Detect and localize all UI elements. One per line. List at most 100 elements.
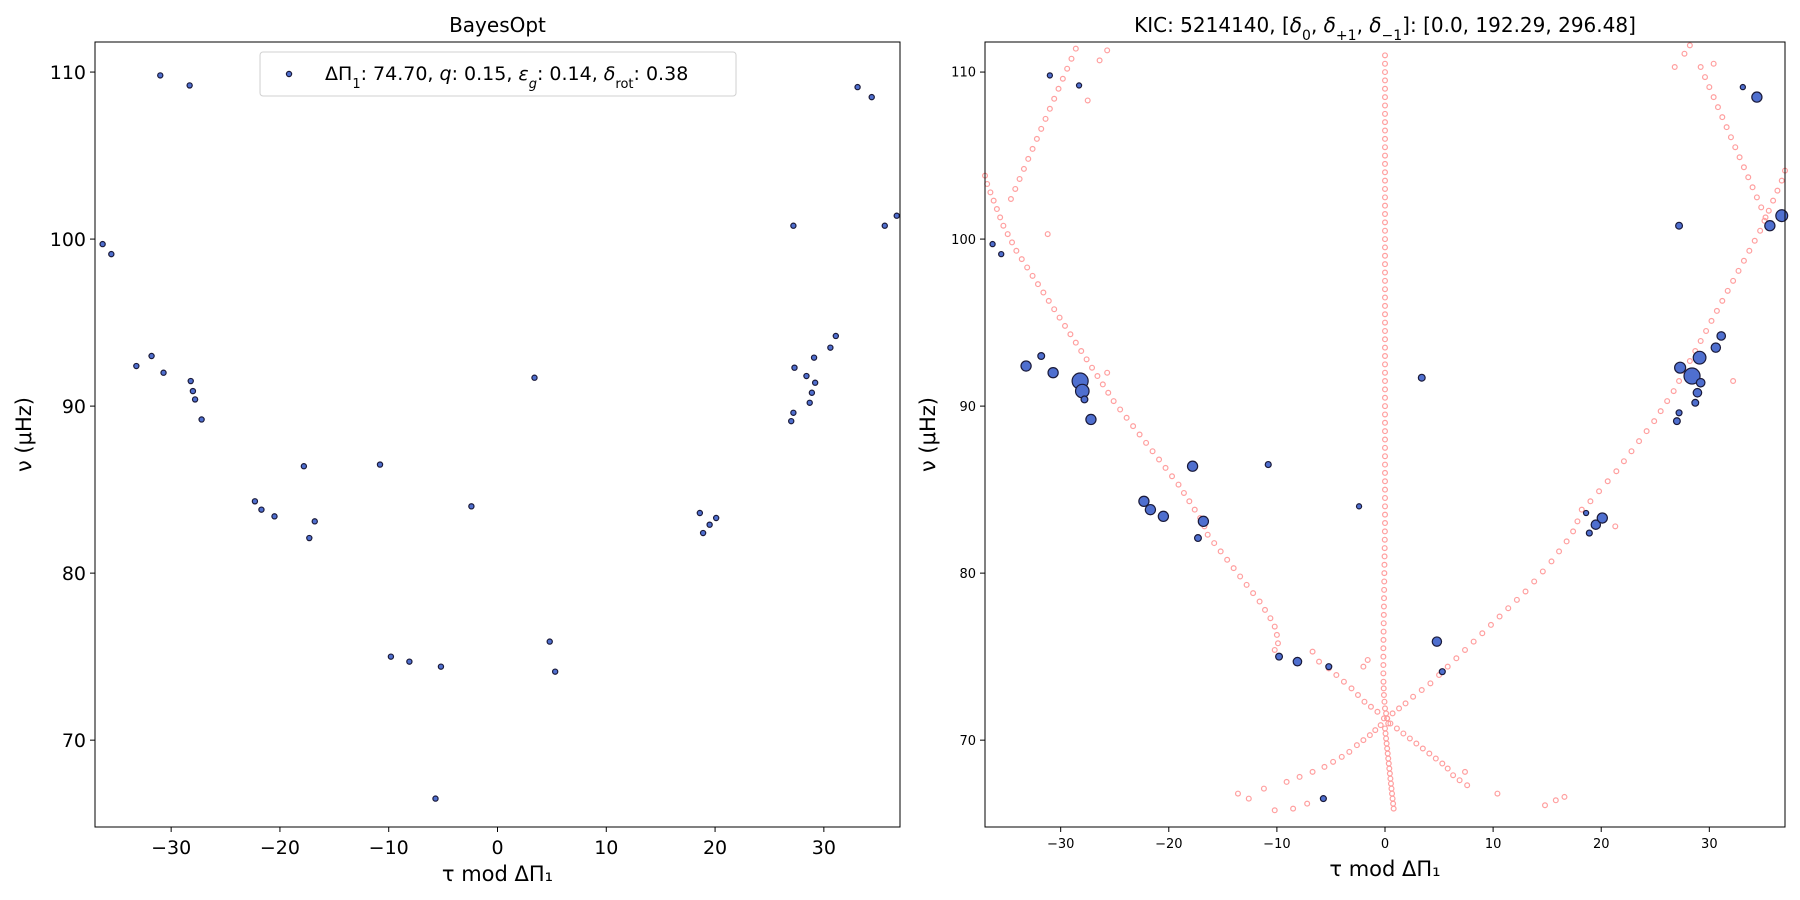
- data-point: [1672, 417, 1681, 426]
- model-point: [1377, 722, 1384, 729]
- data-point: [1438, 668, 1446, 676]
- model-point: [1413, 740, 1420, 747]
- model-point: [1724, 287, 1731, 294]
- model-point: [1723, 124, 1730, 131]
- model-point: [1260, 785, 1267, 792]
- legend: ΔΠ1: 74.70, q: 0.15, εg: 0.14, δrot: 0.3…: [259, 51, 737, 97]
- legend-label-part: q: [440, 63, 452, 85]
- model-point: [1751, 237, 1758, 244]
- data-point: [790, 409, 797, 416]
- chart-title-part: δ: [1369, 13, 1381, 37]
- model-point: [1400, 730, 1407, 737]
- data-point: [1074, 383, 1090, 399]
- model-point: [1380, 645, 1387, 652]
- data-point: [189, 387, 197, 395]
- model-point: [1381, 127, 1388, 134]
- model-point: [1456, 777, 1463, 784]
- observed-points: [99, 72, 900, 802]
- legend-label-part: : 0.38: [634, 63, 689, 85]
- model-point: [1770, 197, 1777, 204]
- model-point: [1686, 358, 1693, 365]
- model-point: [1250, 590, 1257, 597]
- model-point: [1381, 444, 1388, 451]
- model-point: [1089, 364, 1096, 371]
- model-point: [1708, 317, 1715, 324]
- model-point: [1671, 64, 1678, 71]
- model-point: [1381, 177, 1388, 184]
- model-point: [1574, 518, 1581, 525]
- model-point: [1735, 267, 1742, 274]
- data-point: [387, 653, 395, 660]
- model-point: [1753, 194, 1760, 201]
- data-point: [191, 396, 199, 403]
- model-point: [1055, 85, 1062, 92]
- legend-label-part: g: [529, 77, 537, 92]
- legend-label-part: : 0.14,: [537, 63, 604, 85]
- model-point: [1333, 672, 1340, 679]
- legend-box: [259, 51, 737, 97]
- model-point: [1531, 578, 1538, 585]
- model-point: [1740, 164, 1747, 171]
- model-point: [1381, 336, 1388, 343]
- model-point: [1271, 646, 1278, 653]
- model-point: [1381, 327, 1388, 334]
- data-point: [531, 374, 538, 381]
- model-point: [1044, 231, 1051, 238]
- model-point: [1381, 378, 1388, 385]
- data-point: [1144, 503, 1157, 516]
- model-point: [1000, 222, 1007, 229]
- model-point: [1381, 503, 1388, 510]
- data-point: [311, 518, 318, 525]
- data-point: [712, 514, 720, 522]
- model-point: [1067, 331, 1074, 338]
- model-point: [1444, 663, 1451, 670]
- model-point: [1381, 194, 1388, 201]
- model-point: [1570, 528, 1577, 535]
- model-point: [1439, 760, 1446, 767]
- model-point: [1719, 297, 1726, 304]
- model-point: [1068, 55, 1075, 62]
- model-point: [1072, 339, 1079, 346]
- model-branch-m-1: [981, 172, 1568, 809]
- model-point: [1381, 536, 1388, 543]
- model-point: [1290, 805, 1297, 812]
- x-tick-label: 0: [491, 837, 503, 859]
- chart-title-part: 0: [1302, 28, 1311, 44]
- chart-title-part: δ: [1324, 13, 1336, 37]
- data-point: [1325, 663, 1333, 671]
- data-point: [186, 82, 193, 89]
- model-point: [1099, 381, 1106, 388]
- chart-title: BayesOpt: [449, 13, 546, 37]
- model-point: [1710, 60, 1717, 67]
- model-point: [1676, 378, 1683, 385]
- model-point: [1643, 428, 1650, 435]
- model-point: [1604, 478, 1611, 485]
- model-point: [1381, 152, 1388, 159]
- legend-label-part: 1: [352, 77, 360, 92]
- y-tick-label: 90: [959, 400, 976, 415]
- data-point: [1751, 91, 1763, 103]
- data-point: [1596, 512, 1608, 524]
- model-point: [1381, 169, 1388, 176]
- model-point: [1727, 134, 1734, 141]
- model-point: [1051, 306, 1058, 313]
- model-point: [1387, 720, 1394, 727]
- model-point: [1651, 418, 1658, 425]
- model-point: [1381, 102, 1388, 109]
- model-point: [1381, 386, 1388, 393]
- model-point: [1372, 727, 1379, 734]
- model-point: [1180, 489, 1187, 496]
- model-point: [1381, 252, 1388, 259]
- chart-title: KIC: 5214140, [δ0, δ+1, δ−1]: [0.0, 192.…: [1134, 13, 1636, 44]
- model-point: [1105, 389, 1112, 396]
- x-tick-label: 20: [703, 837, 727, 859]
- model-point: [1110, 398, 1117, 405]
- data-point: [376, 461, 384, 468]
- model-point: [1736, 154, 1743, 161]
- y-tick-label: 70: [959, 734, 976, 749]
- model-point: [1541, 802, 1548, 809]
- model-point: [1029, 145, 1036, 152]
- model-point: [1271, 807, 1278, 814]
- data-point: [1037, 352, 1046, 361]
